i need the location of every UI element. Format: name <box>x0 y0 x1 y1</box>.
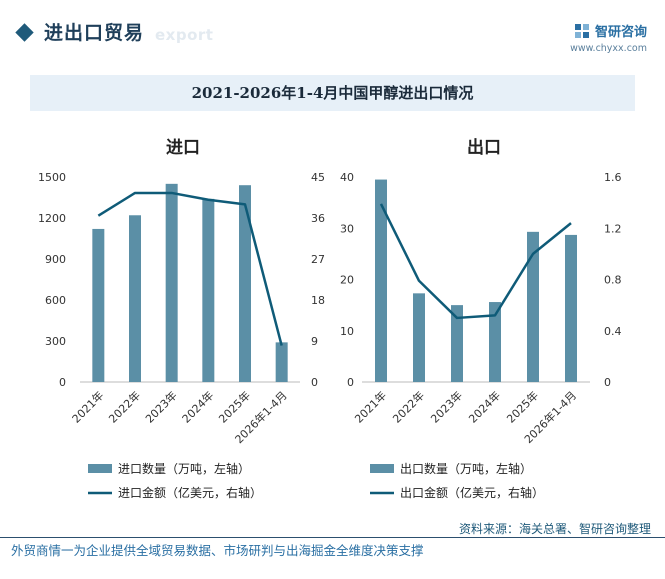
import-category-label: 2023年 <box>142 388 179 425</box>
import-bar <box>129 215 141 382</box>
import-left-tick-label: 300 <box>45 335 66 348</box>
export-category-label: 2025年 <box>504 388 541 425</box>
export-bar <box>413 293 425 382</box>
footer-divider <box>0 537 665 538</box>
export-right-tick-label: 0 <box>604 376 611 389</box>
export-bar <box>489 302 501 382</box>
import-right-tick-label: 9 <box>311 335 318 348</box>
export-left-tick-label: 30 <box>340 222 354 235</box>
import-bar <box>239 185 251 382</box>
brand-name: 智研咨询 <box>594 25 647 40</box>
import-category-label: 2025年 <box>216 388 253 425</box>
brand-url: www.chyxx.com <box>570 43 647 54</box>
export-legend-bar-swatch <box>370 464 394 473</box>
import-right-tick-label: 27 <box>311 253 325 266</box>
chart-title: 2021-2026年1-4月中国甲醇进出口情况 <box>191 84 474 102</box>
brand: 智研咨询 www.chyxx.com <box>570 21 647 54</box>
section-subtitle: export <box>155 26 214 44</box>
export-category-label: 2021年 <box>352 388 389 425</box>
export-amount-line <box>379 203 572 320</box>
import-bar <box>165 183 178 382</box>
export-right-tick-label: 1.2 <box>604 222 622 235</box>
import-right-tick-label: 45 <box>311 171 325 184</box>
import-right-tick-label: 0 <box>311 376 318 389</box>
import-legend-bar-label: 进口数量（万吨，左轴） <box>118 461 250 476</box>
export-left-tick-label: 10 <box>340 325 354 338</box>
import-amount-line <box>97 191 283 346</box>
footer-text: 外贸商情一为企业提供全域贸易数据、市场研判与出海掘金全维度决策支撑 <box>11 543 424 558</box>
export-legend-line-label: 出口金额（亿美元，右轴） <box>400 485 544 500</box>
export-legend-bar-label: 出口数量（万吨，左轴） <box>400 461 532 476</box>
export-bar <box>451 305 463 382</box>
export-bar <box>565 234 577 382</box>
import-category-label: 2021年 <box>69 388 106 425</box>
export-bar <box>375 179 387 382</box>
export-left-tick-label: 40 <box>340 171 354 184</box>
export-right-tick-label: 1.6 <box>604 171 622 184</box>
export-right-tick-label: 0.8 <box>604 274 622 287</box>
import-left-tick-label: 0 <box>59 376 66 389</box>
export-left-tick-label: 20 <box>340 274 354 287</box>
import-right-tick-label: 36 <box>311 212 325 225</box>
export-category-label: 2024年 <box>466 388 503 425</box>
import-bar <box>92 228 105 382</box>
import-legend-line-label: 进口金额（亿美元，右轴） <box>118 485 262 500</box>
section-title: 进出口贸易 <box>44 22 145 44</box>
export-bar <box>527 231 539 382</box>
chart-title-box: 2021-2026年1-4月中国甲醇进出口情况 <box>30 75 635 111</box>
import-bar <box>275 342 288 382</box>
import-left-tick-label: 600 <box>45 294 66 307</box>
export-left-tick-label: 0 <box>347 376 354 389</box>
import-category-label: 2022年 <box>106 388 143 425</box>
export-category-label: 2023年 <box>428 388 465 425</box>
source-note: 资料来源：海关总署、智研咨询整理 <box>458 522 651 536</box>
import-category-label: 2024年 <box>179 388 216 425</box>
import-legend-bar-swatch <box>88 464 112 473</box>
import-left-tick-label: 1500 <box>38 171 66 184</box>
header: 进出口贸易 export 智研咨询 www.chyxx.com <box>0 0 665 62</box>
import-left-tick-label: 900 <box>45 253 66 266</box>
import-right-tick-label: 18 <box>311 294 325 307</box>
export-category-label: 2022年 <box>390 388 427 425</box>
export-right-tick-label: 0.4 <box>604 325 622 338</box>
import-left-tick-label: 1200 <box>38 212 66 225</box>
import-chart-title: 进口 <box>166 138 200 158</box>
export-chart-title: 出口 <box>467 137 501 158</box>
brand-logo-icon <box>574 23 589 38</box>
import-bar <box>202 198 215 382</box>
